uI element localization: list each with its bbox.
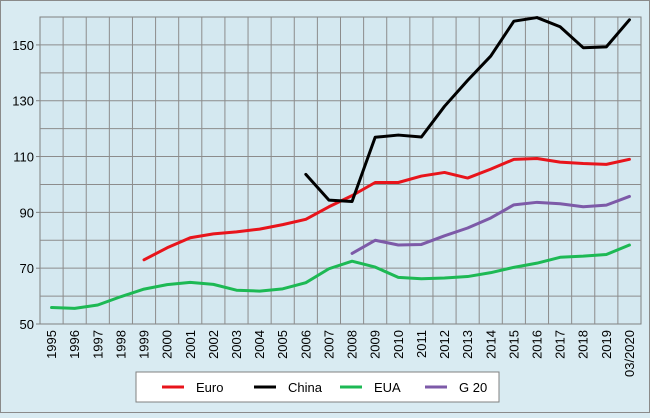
series-line-eua xyxy=(50,243,631,310)
x-tick-label: 2018 xyxy=(576,330,591,359)
x-tick-label: 2003 xyxy=(229,330,244,359)
x-tick-label: 2008 xyxy=(345,330,360,359)
series-lines xyxy=(50,16,631,310)
legend-label-eua: EUA xyxy=(374,380,401,395)
series-line-china xyxy=(304,16,631,203)
x-tick-label: 03/2020 xyxy=(622,330,637,377)
x-tick-label: 1997 xyxy=(90,330,105,359)
x-tick-label: 2019 xyxy=(599,330,614,359)
x-tick-label: 2000 xyxy=(160,330,175,359)
y-tick-label: 50 xyxy=(20,317,34,332)
axes: 50 70 90 110 130 150 1995 1996 1997 1998 1999 2000 2… xyxy=(12,38,637,377)
x-tick-label: 1998 xyxy=(113,330,128,359)
x-tick-label: 2017 xyxy=(553,330,568,359)
x-tick-label: 2005 xyxy=(275,330,290,359)
x-tick-label: 2006 xyxy=(298,330,313,359)
x-tick-label: 2009 xyxy=(368,330,383,359)
legend-label-china: China xyxy=(288,380,323,395)
x-tick-label: 1996 xyxy=(67,330,82,359)
x-tick-label: 2012 xyxy=(437,330,452,359)
x-tick-label: 2001 xyxy=(183,330,198,359)
legend-label-euro: Euro xyxy=(196,380,223,395)
legend: Euro China EUA G 20 xyxy=(135,371,500,403)
y-tick-label: 150 xyxy=(12,38,34,53)
y-tick-label: 110 xyxy=(13,150,34,165)
x-tick-label: 1999 xyxy=(137,330,152,359)
x-tick-label: 2011 xyxy=(414,330,429,358)
x-tick-label: 2004 xyxy=(252,330,267,359)
x-tick-label: 2016 xyxy=(529,330,544,359)
x-tick-label: 1995 xyxy=(44,330,59,359)
y-tick-label: 70 xyxy=(20,261,34,276)
x-tick-label: 2014 xyxy=(483,330,498,359)
x-tick-label: 2002 xyxy=(206,330,221,359)
series-line-euro xyxy=(142,157,631,262)
grid-lines xyxy=(40,17,641,324)
y-tick-label: 90 xyxy=(20,205,34,220)
x-tick-label: 2013 xyxy=(460,330,475,359)
legend-label-g-20: G 20 xyxy=(459,380,487,395)
y-tick-label: 130 xyxy=(12,94,34,109)
x-tick-label: 2015 xyxy=(506,330,521,359)
x-tick-label: 2007 xyxy=(321,330,336,359)
series-line-g-20 xyxy=(350,194,631,255)
x-tick-label: 2010 xyxy=(391,330,406,359)
